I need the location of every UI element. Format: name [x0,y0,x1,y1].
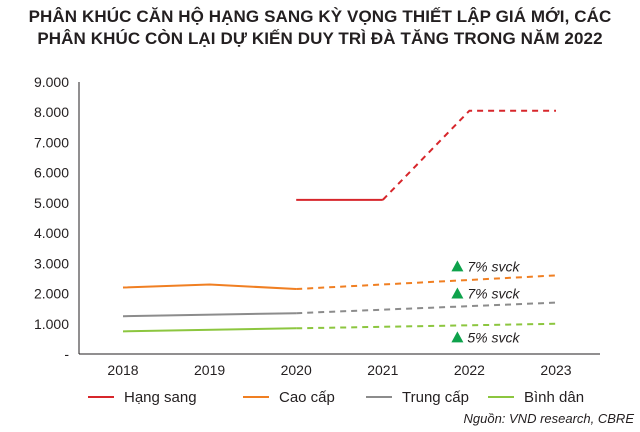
legend-label-binh-dan: Bình dân [524,389,584,406]
series-hang-sang-forecast [382,109,556,201]
series-trung-cap-actual [122,312,297,318]
growth-annotation: 7% svck [467,286,520,302]
y-tick-label: 3.000 [34,255,69,271]
up-triangle-icon [451,287,464,299]
series-trung-cap-forecast [296,301,557,315]
series-binh-dan-forecast [296,322,557,330]
y-tick-label: - [64,346,69,362]
x-tick-label: 2022 [454,362,485,378]
legend: Hạng sang Cao cấp Trung cấp Bình dân [88,389,584,406]
x-tick-label: 2020 [281,362,312,378]
chart-title-line-2: PHÂN KHÚC CÒN LẠI DỰ KIẾN DUY TRÌ ĐÀ TĂN… [37,29,603,48]
y-tick-label: 8.000 [34,104,69,120]
source-note: Nguồn: VND research, CBRE [463,411,634,426]
x-axis-tick-labels: 2018 2019 2020 2021 2022 2023 [107,362,571,378]
x-tick-label: 2021 [367,362,398,378]
legend-label-hang-sang: Hạng sang [124,389,197,406]
y-tick-label: 4.000 [34,225,69,241]
up-triangle-icon [451,260,464,272]
y-tick-label: 1.000 [34,316,69,332]
annotations: 7% svck 7% svck 5% svck [451,258,521,345]
series-binh-dan-actual [122,327,297,333]
chart-title-line-1: PHÂN KHÚC CĂN HỘ HẠNG SANG KỲ VỌNG THIẾT… [28,7,612,26]
growth-annotation: 5% svck [467,329,520,345]
x-tick-label: 2023 [540,362,571,378]
y-tick-label: 5.000 [34,195,69,211]
y-axis-tick-labels: - 1.000 2.000 3.000 4.000 5.000 6.000 7.000 8.00… [34,74,69,362]
y-tick-label: 9.000 [34,74,69,90]
chart-axes [78,82,600,355]
series-cao-cap-actual [122,283,297,291]
series-lines [122,109,557,333]
y-tick-label: 7.000 [34,134,69,150]
y-tick-label: 6.000 [34,165,69,181]
legend-label-cao-cap: Cao cấp [279,389,335,406]
x-tick-label: 2018 [107,362,138,378]
x-tick-label: 2019 [194,362,225,378]
chart-title: PHÂN KHÚC CĂN HỘ HẠNG SANG KỲ VỌNG THIẾT… [0,6,640,50]
growth-annotation: 7% svck [467,258,520,274]
y-tick-label: 2.000 [34,286,69,302]
up-triangle-icon [451,331,464,343]
legend-label-trung-cap: Trung cấp [402,389,469,406]
